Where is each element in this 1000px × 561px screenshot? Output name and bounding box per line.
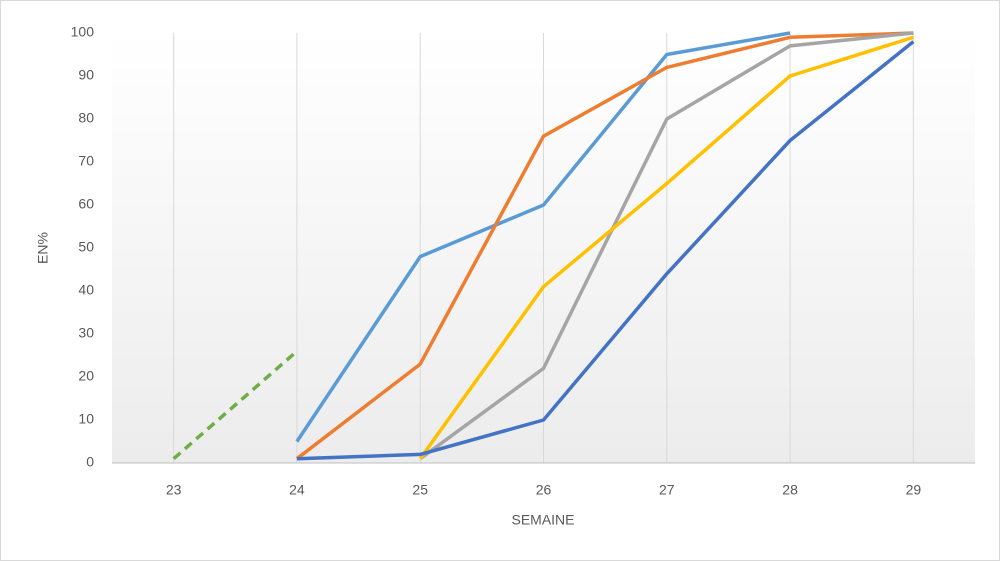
y-tick-label: 30 — [78, 325, 94, 341]
y-tick-label: 90 — [78, 67, 94, 83]
series-line — [296, 40, 915, 461]
y-axis-label: EN% — [35, 232, 51, 264]
y-tick-label: 60 — [78, 196, 94, 212]
series-line — [172, 349, 299, 461]
x-tick-label: 24 — [289, 482, 305, 498]
y-tick-label: 0 — [86, 454, 94, 470]
y-tick-label: 20 — [78, 368, 94, 384]
y-tick-label: 70 — [78, 153, 94, 169]
x-tick-label: 25 — [412, 482, 428, 498]
x-tick-label: 27 — [659, 482, 675, 498]
series-line — [295, 31, 914, 461]
y-tick-label: 10 — [78, 411, 94, 427]
x-axis-label: SEMAINE — [511, 512, 574, 528]
x-tick-label: 23 — [166, 482, 182, 498]
y-tick-label: 40 — [78, 282, 94, 298]
y-tick-label: 50 — [78, 239, 94, 255]
x-tick-label: 29 — [906, 482, 922, 498]
x-tick-label: 26 — [536, 482, 552, 498]
x-tick-label: 28 — [782, 482, 798, 498]
y-tick-label: 100 — [71, 24, 95, 40]
series-line — [419, 31, 914, 461]
series-line — [418, 35, 914, 460]
series-line — [295, 31, 791, 443]
y-tick-label: 80 — [78, 110, 94, 126]
